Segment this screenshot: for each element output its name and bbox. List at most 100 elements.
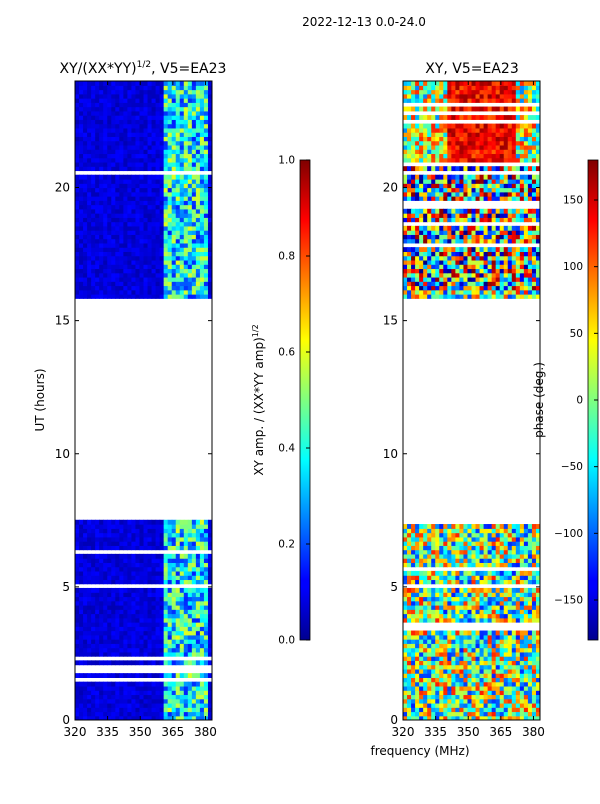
heatmap-cell	[427, 260, 432, 265]
heatmap-cell	[439, 550, 444, 555]
heatmap-cell	[91, 213, 96, 218]
heatmap-cell	[500, 609, 505, 614]
heatmap-cell	[431, 554, 436, 559]
heatmap-cell	[419, 550, 424, 555]
heatmap-cell	[192, 209, 197, 214]
heatmap-cell	[476, 669, 481, 674]
heatmap-cell	[480, 251, 485, 256]
heatmap-cell	[520, 682, 525, 687]
heatmap-cell	[180, 192, 185, 197]
heatmap-cell	[103, 85, 108, 90]
heatmap-cell	[512, 533, 517, 538]
heatmap-cell	[95, 102, 100, 107]
heatmap-cell	[407, 707, 412, 712]
heatmap-cell	[164, 268, 169, 273]
heatmap-cell	[172, 268, 177, 273]
heatmap-cell	[107, 541, 112, 546]
heatmap-cell	[524, 294, 529, 299]
heatmap-cell	[419, 656, 424, 661]
heatmap-cell	[407, 558, 412, 563]
heatmap-cell	[152, 545, 157, 550]
heatmap-cell	[427, 524, 432, 529]
heatmap-cell	[123, 575, 128, 580]
heatmap-cell	[172, 230, 177, 235]
heatmap-cell	[87, 153, 92, 158]
heatmap-cell	[516, 264, 521, 269]
heatmap-cell	[451, 294, 456, 299]
heatmap-cell	[435, 656, 440, 661]
heatmap-cell	[403, 550, 408, 555]
heatmap-cell	[99, 596, 104, 601]
heatmap-cell	[196, 290, 201, 295]
heatmap-cell	[111, 588, 116, 593]
heatmap-cell	[160, 200, 165, 205]
heatmap-cell	[431, 524, 436, 529]
heatmap-cell	[83, 592, 88, 597]
heatmap-cell	[508, 652, 513, 657]
heatmap-cell	[156, 533, 161, 538]
heatmap-cell	[180, 290, 185, 295]
heatmap-cell	[439, 290, 444, 295]
heatmap-cell	[160, 132, 165, 137]
heatmap-cell	[91, 243, 96, 248]
heatmap-cell	[480, 656, 485, 661]
heatmap-cell	[488, 554, 493, 559]
heatmap-cell	[135, 222, 140, 227]
heatmap-cell	[127, 635, 132, 640]
heatmap-cell	[431, 601, 436, 606]
heatmap-cell	[95, 119, 100, 124]
heatmap-cell	[459, 579, 464, 584]
heatmap-cell	[520, 669, 525, 674]
heatmap-cell	[196, 115, 201, 120]
left-colorbar-label: XY amp. / (XX*YY amp)1/2	[251, 324, 266, 475]
heatmap-cell	[504, 643, 509, 648]
heatmap-cell	[148, 145, 153, 150]
heatmap-cell	[111, 234, 116, 239]
heatmap-cell	[99, 567, 104, 572]
heatmap-cell	[87, 111, 92, 116]
heatmap-cell	[488, 285, 493, 290]
heatmap-cell	[144, 537, 149, 542]
heatmap-cell	[419, 575, 424, 580]
heatmap-cell	[123, 239, 128, 244]
heatmap-cell	[504, 652, 509, 657]
heatmap-cell	[91, 622, 96, 627]
heatmap-cell	[435, 273, 440, 278]
heatmap-cell	[115, 281, 120, 286]
heatmap-cell	[403, 699, 408, 704]
heatmap-cell	[99, 98, 104, 103]
heatmap-cell	[188, 132, 193, 137]
heatmap-cell	[156, 673, 161, 678]
heatmap-cell	[532, 596, 537, 601]
heatmap-cell	[403, 281, 408, 286]
heatmap-cell	[439, 677, 444, 682]
heatmap-cell	[415, 694, 420, 699]
heatmap-cell	[192, 188, 197, 193]
heatmap-cell	[144, 567, 149, 572]
heatmap-cell	[99, 183, 104, 188]
heatmap-cell	[172, 682, 177, 687]
heatmap-cell	[415, 656, 420, 661]
heatmap-cell	[196, 145, 201, 150]
heatmap-cell	[107, 626, 112, 631]
heatmap-cell	[204, 631, 209, 636]
heatmap-cell	[156, 192, 161, 197]
heatmap-cell	[95, 562, 100, 567]
heatmap-cell	[103, 128, 108, 133]
heatmap-cell	[144, 243, 149, 248]
heatmap-cell	[463, 596, 468, 601]
heatmap-cell	[152, 626, 157, 631]
heatmap-cell	[435, 694, 440, 699]
heatmap-cell	[472, 665, 477, 670]
heatmap-cell	[411, 711, 416, 716]
heatmap-cell	[476, 639, 481, 644]
heatmap-cell	[180, 614, 185, 619]
heatmap-cell	[103, 648, 108, 653]
heatmap-cell	[520, 562, 525, 567]
heatmap-cell	[127, 571, 132, 576]
heatmap-cell	[508, 682, 513, 687]
heatmap-cell	[144, 639, 149, 644]
heatmap-cell	[91, 205, 96, 210]
heatmap-cell	[180, 149, 185, 154]
heatmap-cell	[168, 592, 173, 597]
